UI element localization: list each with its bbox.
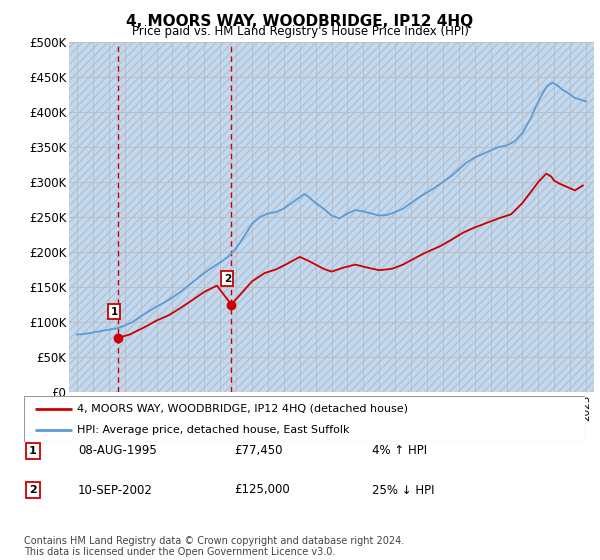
Text: 2: 2: [224, 273, 231, 283]
Text: 4, MOORS WAY, WOODBRIDGE, IP12 4HQ (detached house): 4, MOORS WAY, WOODBRIDGE, IP12 4HQ (deta…: [77, 404, 408, 414]
Text: 4% ↑ HPI: 4% ↑ HPI: [372, 444, 427, 458]
Text: 25% ↓ HPI: 25% ↓ HPI: [372, 483, 434, 497]
Text: £77,450: £77,450: [234, 444, 283, 458]
Text: HPI: Average price, detached house, East Suffolk: HPI: Average price, detached house, East…: [77, 425, 350, 435]
Text: 4, MOORS WAY, WOODBRIDGE, IP12 4HQ: 4, MOORS WAY, WOODBRIDGE, IP12 4HQ: [127, 14, 473, 29]
Text: Contains HM Land Registry data © Crown copyright and database right 2024.
This d: Contains HM Land Registry data © Crown c…: [24, 535, 404, 557]
Text: 1: 1: [111, 307, 118, 317]
Text: 1: 1: [29, 446, 37, 456]
Text: 2: 2: [29, 485, 37, 495]
Text: 10-SEP-2002: 10-SEP-2002: [78, 483, 153, 497]
Text: 08-AUG-1995: 08-AUG-1995: [78, 444, 157, 458]
Text: £125,000: £125,000: [234, 483, 290, 497]
Text: Price paid vs. HM Land Registry's House Price Index (HPI): Price paid vs. HM Land Registry's House …: [131, 25, 469, 38]
